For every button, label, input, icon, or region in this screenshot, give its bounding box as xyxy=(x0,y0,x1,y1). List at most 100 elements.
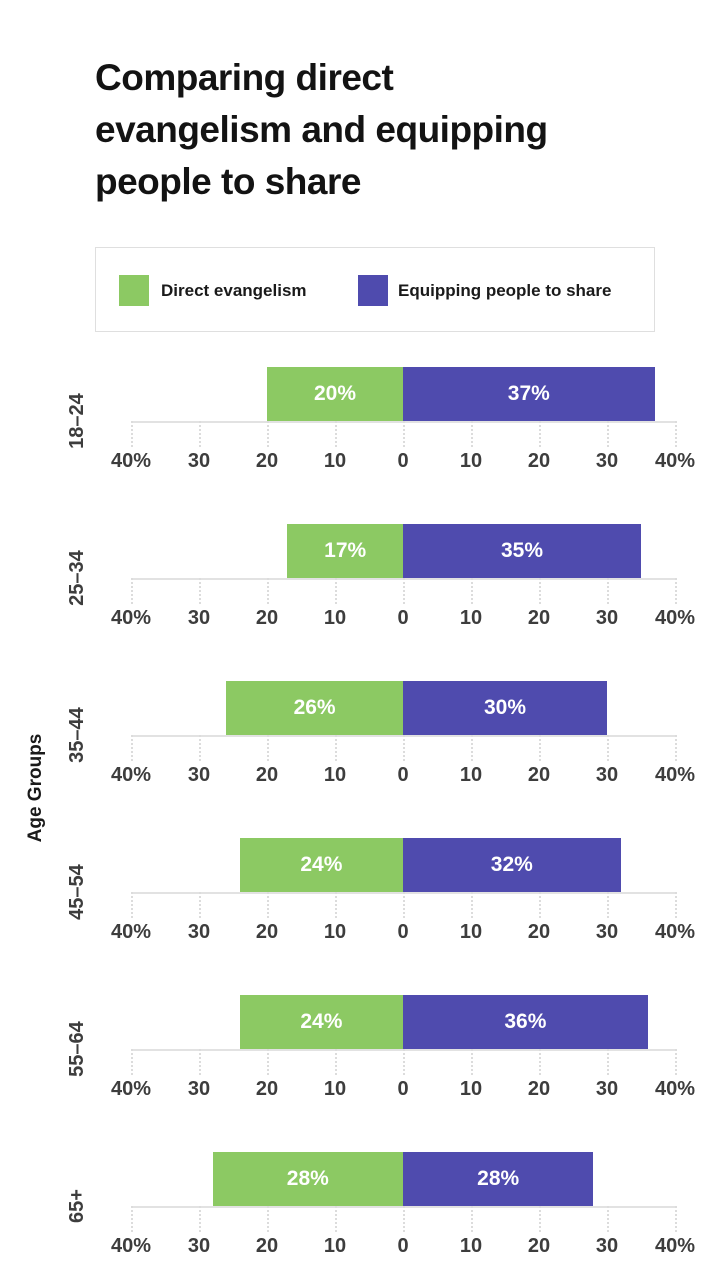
axis-tick-label: 40% xyxy=(110,764,152,786)
legend: Direct evangelism Equipping people to sh… xyxy=(95,247,655,332)
axis-tick xyxy=(403,421,405,447)
axis-tick-label: 20 xyxy=(527,921,551,943)
age-row: 55–64 24% 36% 40% 30 20 10 0 10 20 30 40% xyxy=(0,988,720,1145)
axis-tick xyxy=(471,1206,473,1232)
axis-tick xyxy=(335,735,337,761)
axis-tick xyxy=(131,578,133,604)
age-group-label: 55–64 xyxy=(65,1021,88,1077)
axis-tick-label: 40% xyxy=(654,1235,696,1257)
axis-tick xyxy=(131,1049,133,1075)
axis-tick-label: 40% xyxy=(654,921,696,943)
axis-tick-label: 20 xyxy=(255,607,279,629)
axis-tick-label: 30 xyxy=(595,607,619,629)
chart-title-line: Comparing direct xyxy=(95,57,394,98)
axis-tick-label: 30 xyxy=(595,1078,619,1100)
bar-value-label-direct: 24% xyxy=(300,1010,343,1033)
axis-tick-label: 40% xyxy=(654,764,696,786)
bar-equipping: 28% xyxy=(403,1152,594,1206)
axis-tick-label: 0 xyxy=(397,764,409,786)
axis-tick-label: 30 xyxy=(187,1078,211,1100)
axis-tick xyxy=(675,1206,677,1232)
chart-title-line: evangelism and equipping xyxy=(95,109,548,150)
plot-area: 20% 37% 40% 30 20 10 0 10 20 30 40% xyxy=(111,360,695,517)
axis-tick xyxy=(199,735,201,761)
age-row: 18–24 20% 37% 40% 30 20 10 0 10 20 30 40% xyxy=(0,360,720,517)
age-group-label: 65+ xyxy=(65,1189,88,1223)
axis-tick-label: 10 xyxy=(323,921,347,943)
axis-tick xyxy=(675,1049,677,1075)
age-group-label: 25–34 xyxy=(65,550,88,606)
axis-tick xyxy=(607,1049,609,1075)
axis-tick xyxy=(607,735,609,761)
axis-tick-label: 0 xyxy=(397,607,409,629)
axis-tick-label: 20 xyxy=(527,450,551,472)
axis-tick-label: 30 xyxy=(187,764,211,786)
axis-tick-label: 40% xyxy=(110,1078,152,1100)
axis-tick-label: 40% xyxy=(654,1078,696,1100)
age-row: 25–34 17% 35% 40% 30 20 10 0 10 20 30 40% xyxy=(0,517,720,674)
axis-tick xyxy=(267,578,269,604)
axis-tick xyxy=(267,421,269,447)
axis-tick-label: 10 xyxy=(459,921,483,943)
age-group-label: 35–44 xyxy=(65,707,88,763)
axis-tick xyxy=(607,578,609,604)
axis-tick xyxy=(471,1049,473,1075)
axis-tick xyxy=(675,892,677,918)
bar-value-label-direct: 17% xyxy=(324,539,367,562)
axis-tick xyxy=(539,735,541,761)
bar-value-label-equipping: 36% xyxy=(504,1010,547,1033)
axis-tick xyxy=(471,892,473,918)
bar-value-label-equipping: 37% xyxy=(507,382,550,405)
axis-tick xyxy=(131,735,133,761)
chart-title: Comparing direct evangelism and equippin… xyxy=(95,52,695,208)
axis-tick xyxy=(403,892,405,918)
bar-equipping: 35% xyxy=(403,524,641,578)
legend-swatch-equipping xyxy=(358,275,388,306)
bar-direct-evangelism: 17% xyxy=(287,524,403,578)
axis-tick xyxy=(675,578,677,604)
axis-tick-label: 20 xyxy=(527,607,551,629)
axis-tick-label: 20 xyxy=(527,1078,551,1100)
axis-tick-label: 20 xyxy=(255,450,279,472)
axis-tick xyxy=(131,421,133,447)
axis-tick-label: 30 xyxy=(595,1235,619,1257)
axis-tick-label: 40% xyxy=(110,1235,152,1257)
axis-tick-label: 10 xyxy=(323,764,347,786)
axis-tick-label: 20 xyxy=(527,764,551,786)
axis-tick-label: 0 xyxy=(397,1235,409,1257)
axis-tick xyxy=(267,1049,269,1075)
plot-area: 24% 32% 40% 30 20 10 0 10 20 30 40% xyxy=(111,831,695,988)
bar-equipping: 30% xyxy=(403,681,607,735)
plot-area: 24% 36% 40% 30 20 10 0 10 20 30 40% xyxy=(111,988,695,1145)
axis-tick xyxy=(539,421,541,447)
axis-tick xyxy=(607,892,609,918)
axis-tick xyxy=(403,735,405,761)
bar-direct-evangelism: 20% xyxy=(267,367,403,421)
age-group-label: 18–24 xyxy=(65,393,88,449)
axis-tick xyxy=(267,892,269,918)
axis-tick xyxy=(675,735,677,761)
bar-value-label-direct: 28% xyxy=(286,1167,329,1190)
axis-tick-label: 20 xyxy=(527,1235,551,1257)
legend-swatch-direct-evangelism xyxy=(119,275,149,306)
axis-tick xyxy=(335,578,337,604)
axis-tick-label: 20 xyxy=(255,764,279,786)
bar-value-label-equipping: 35% xyxy=(500,539,544,562)
axis-tick-label: 10 xyxy=(323,450,347,472)
axis-tick-label: 40% xyxy=(654,450,696,472)
chart-title-line: people to share xyxy=(95,161,361,202)
axis-tick-label: 10 xyxy=(323,1078,347,1100)
axis-tick-label: 30 xyxy=(187,921,211,943)
axis-tick xyxy=(335,421,337,447)
axis-tick-label: 20 xyxy=(255,1235,279,1257)
legend-label-equipping: Equipping people to share xyxy=(398,280,612,300)
chart-rows: 18–24 20% 37% 40% 30 20 10 0 10 20 30 40% 25–34 … xyxy=(0,360,720,1280)
axis-tick xyxy=(335,1049,337,1075)
axis-tick xyxy=(539,1049,541,1075)
age-row: 35–44 26% 30% 40% 30 20 10 0 10 20 30 40% xyxy=(0,674,720,831)
axis-tick xyxy=(539,578,541,604)
axis-tick xyxy=(471,578,473,604)
axis-tick xyxy=(403,1206,405,1232)
axis-tick xyxy=(267,1206,269,1232)
axis-tick-label: 30 xyxy=(187,1235,211,1257)
